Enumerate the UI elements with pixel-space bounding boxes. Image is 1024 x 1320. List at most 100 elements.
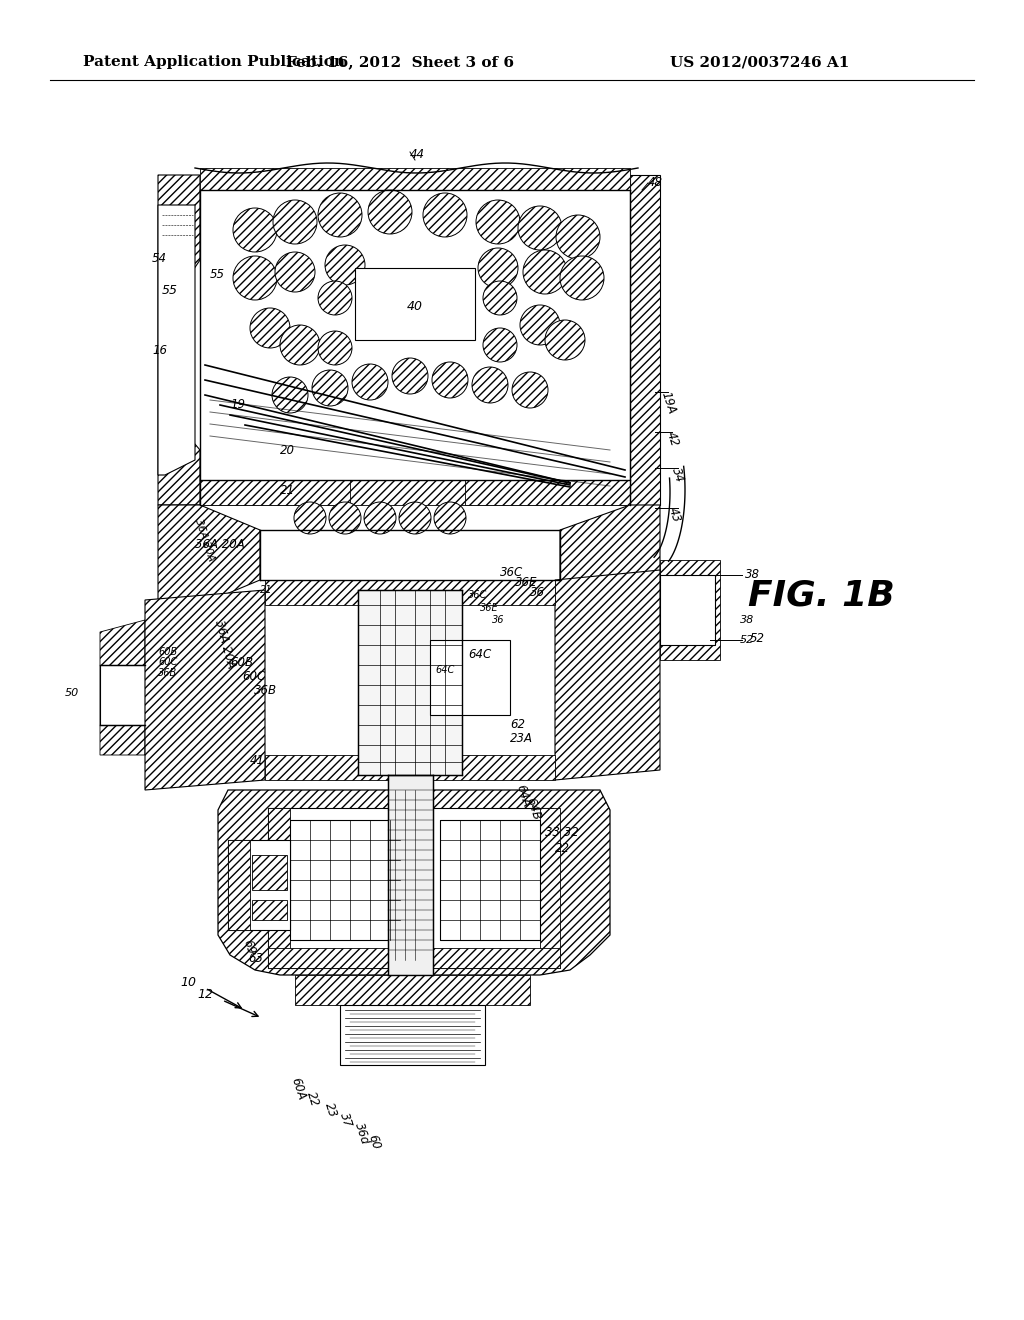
Text: 50: 50 (65, 688, 79, 698)
Text: 23A: 23A (510, 731, 534, 744)
Circle shape (329, 502, 361, 535)
Text: 64C: 64C (468, 648, 492, 661)
Text: 64B: 64B (524, 796, 544, 822)
Polygon shape (268, 808, 290, 968)
Polygon shape (465, 480, 630, 506)
Polygon shape (540, 808, 560, 968)
Text: 69: 69 (241, 939, 258, 956)
Bar (660, 576, 715, 645)
Circle shape (368, 190, 412, 234)
Polygon shape (100, 620, 145, 755)
Circle shape (476, 201, 520, 244)
Circle shape (432, 362, 468, 399)
Circle shape (483, 281, 517, 315)
Text: 54: 54 (152, 252, 167, 264)
Circle shape (233, 256, 278, 300)
Circle shape (472, 367, 508, 403)
Bar (100, 665, 145, 725)
Circle shape (294, 502, 326, 535)
Circle shape (399, 502, 431, 535)
Bar (430, 640, 510, 715)
Text: 19A: 19A (658, 389, 678, 416)
Circle shape (318, 331, 352, 366)
Bar (355, 268, 475, 341)
Polygon shape (660, 560, 720, 660)
Text: 34: 34 (669, 466, 686, 484)
Circle shape (273, 201, 317, 244)
Text: 60C: 60C (158, 657, 177, 667)
Text: 36A 20A: 36A 20A (193, 517, 216, 562)
Circle shape (518, 206, 562, 249)
Text: 36B: 36B (158, 668, 177, 678)
Text: 10: 10 (180, 975, 196, 989)
Text: 55: 55 (162, 284, 178, 297)
Polygon shape (252, 855, 287, 890)
Circle shape (520, 305, 560, 345)
Text: 21: 21 (260, 585, 272, 595)
Text: 23: 23 (322, 1101, 339, 1119)
Text: Patent Application Publication: Patent Application Publication (83, 55, 345, 69)
Polygon shape (158, 176, 200, 506)
Bar (148, 690, 228, 730)
Circle shape (275, 252, 315, 292)
Bar (268, 808, 553, 968)
Text: 36: 36 (492, 615, 505, 624)
Polygon shape (252, 900, 287, 920)
Circle shape (233, 209, 278, 252)
Polygon shape (218, 789, 610, 975)
Circle shape (272, 378, 308, 413)
Text: 12: 12 (197, 987, 213, 1001)
Text: 19: 19 (230, 399, 245, 412)
Bar (358, 590, 462, 775)
Bar (340, 1005, 485, 1065)
Polygon shape (555, 570, 660, 780)
Text: US 2012/0037246 A1: US 2012/0037246 A1 (671, 55, 850, 69)
Text: 64C: 64C (435, 665, 455, 675)
Polygon shape (200, 480, 630, 506)
Circle shape (560, 256, 604, 300)
Bar (388, 775, 433, 975)
Text: 60B: 60B (158, 647, 177, 657)
Text: 55: 55 (210, 268, 225, 281)
Text: 60B: 60B (230, 656, 253, 669)
Text: 36A 20A: 36A 20A (195, 539, 245, 552)
Text: 37: 37 (337, 1111, 354, 1130)
Circle shape (318, 193, 362, 238)
Circle shape (250, 308, 290, 348)
Text: 60A: 60A (289, 1076, 308, 1102)
Text: Feb. 16, 2012  Sheet 3 of 6: Feb. 16, 2012 Sheet 3 of 6 (286, 55, 514, 69)
Circle shape (523, 249, 567, 294)
Circle shape (325, 246, 365, 285)
Text: 62: 62 (510, 718, 525, 731)
Circle shape (364, 502, 396, 535)
Text: 44: 44 (410, 149, 425, 161)
Polygon shape (265, 755, 555, 780)
Text: 22: 22 (304, 1090, 321, 1109)
Polygon shape (228, 840, 250, 931)
Polygon shape (200, 168, 630, 190)
Text: 64A: 64A (514, 783, 534, 809)
Text: 60C: 60C (242, 669, 265, 682)
Bar (290, 820, 400, 940)
Circle shape (512, 372, 548, 408)
Circle shape (318, 281, 352, 315)
Circle shape (392, 358, 428, 393)
Text: 36B: 36B (254, 684, 278, 697)
Text: 48: 48 (648, 177, 663, 190)
Text: 20: 20 (280, 444, 295, 457)
Text: 60: 60 (366, 1133, 383, 1151)
Bar (440, 820, 540, 940)
Text: FIG. 1B: FIG. 1B (748, 578, 895, 612)
Polygon shape (158, 205, 195, 475)
Polygon shape (145, 590, 265, 789)
Polygon shape (268, 948, 560, 968)
Circle shape (352, 364, 388, 400)
Text: 52: 52 (750, 631, 765, 644)
Text: 36C: 36C (500, 565, 523, 578)
Text: 38: 38 (740, 615, 755, 624)
Text: 52: 52 (740, 635, 755, 645)
Text: 63: 63 (248, 952, 263, 965)
Bar (148, 640, 228, 680)
Text: 22: 22 (555, 842, 570, 854)
Text: 36E: 36E (515, 576, 538, 589)
